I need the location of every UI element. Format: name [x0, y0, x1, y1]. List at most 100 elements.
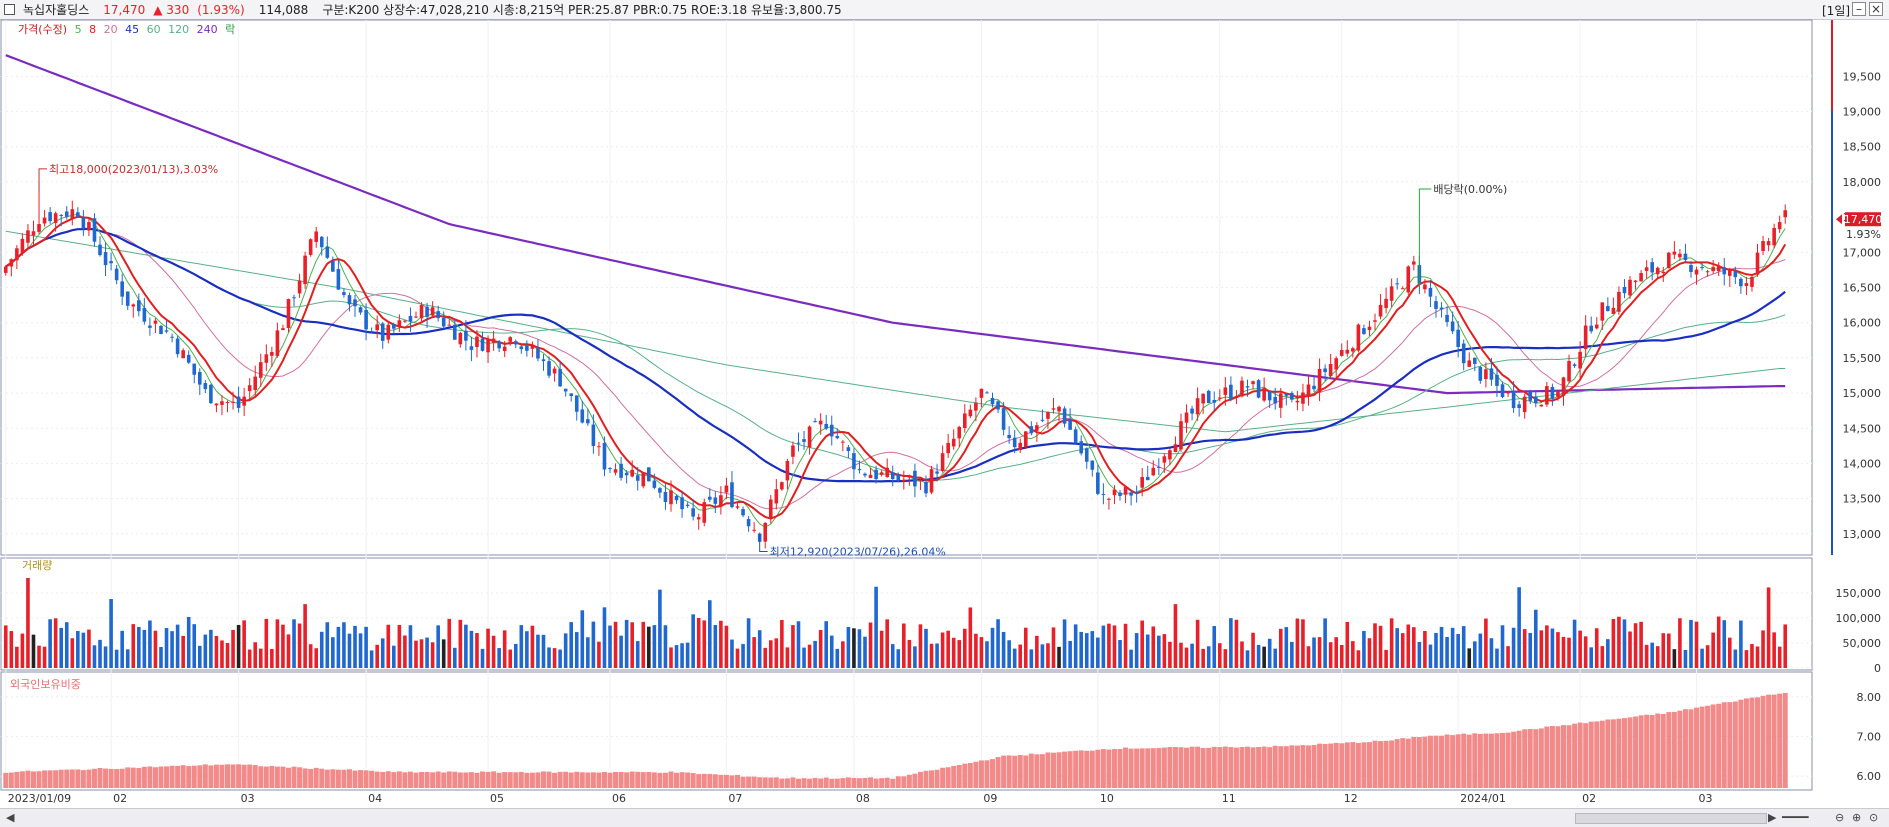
ma120-line	[5, 230, 1786, 433]
price-tick-label: 17,000	[1843, 246, 1882, 259]
foreign-ownership-bar	[391, 772, 397, 788]
volume-bar	[436, 625, 440, 668]
foreign-ownership-bar	[36, 771, 42, 788]
candle-body	[358, 307, 363, 313]
foreign-ownership-bar	[1339, 743, 1345, 788]
volume-bar	[780, 619, 784, 668]
scroll-left-icon[interactable]: ◀	[6, 811, 15, 824]
minimize-icon[interactable]: –	[1852, 2, 1866, 16]
foreign-ownership-bar	[552, 772, 558, 788]
candle-body	[635, 475, 640, 481]
volume-bar	[369, 650, 374, 668]
foreign-ownership-bar	[3, 772, 9, 788]
candle-body	[1301, 392, 1305, 404]
volume-bar	[1123, 623, 1128, 668]
scroll-bar[interactable]: ◀ ▶ ━━━━ ⊖ ⊕ ⊙	[0, 808, 1889, 827]
foreign-ownership-bar	[1655, 713, 1661, 788]
volume-bar	[397, 624, 402, 668]
volume-bar	[192, 624, 197, 668]
volume-bar	[64, 622, 69, 668]
candle-body	[380, 323, 385, 341]
foreign-ownership-bar	[685, 772, 691, 788]
volume-bar	[1750, 644, 1754, 668]
foreign-ownership-bar	[590, 772, 596, 788]
candle-body	[1439, 307, 1444, 310]
scroll-right-icon[interactable]: ▶	[1768, 811, 1777, 824]
volume-bar	[1722, 620, 1727, 668]
volume-bar	[502, 630, 507, 668]
candle-body	[863, 473, 867, 476]
zoom-reset-icon[interactable]: ⊙	[1869, 811, 1879, 824]
candle-body	[1312, 385, 1316, 390]
zoom-in-icon[interactable]: ⊕	[1852, 811, 1862, 824]
price-tick-label: 18,000	[1843, 176, 1882, 189]
foreign-ownership-bar	[646, 771, 652, 788]
candle-body	[541, 359, 546, 362]
candle-body	[1522, 396, 1527, 413]
scroll-thumb[interactable]	[1575, 813, 1767, 824]
candle-body	[707, 496, 712, 500]
foreign-ownership-bar	[856, 778, 862, 788]
candle-body	[1212, 399, 1217, 403]
volume-bar	[1777, 646, 1782, 668]
foreign-ownership-bar	[319, 768, 325, 788]
volume-bar	[1179, 642, 1183, 668]
foreign-ownership-bar	[324, 769, 330, 788]
candle-body	[824, 423, 829, 429]
foreign-ownership-bar	[108, 768, 114, 788]
volume-bar	[1744, 650, 1749, 668]
candle-body	[713, 497, 718, 504]
candle-body	[591, 424, 596, 447]
candle-body	[1201, 393, 1205, 404]
volume-bar	[1312, 637, 1316, 668]
foreign-ownership-bar	[1732, 701, 1738, 788]
foreign-ownership-bar	[1045, 752, 1051, 788]
foreign-ownership-bar	[1727, 702, 1733, 788]
volume-bar	[1317, 637, 1322, 668]
x-axis-label: 03	[1699, 792, 1713, 805]
foreign-ownership-bar	[252, 765, 258, 788]
foreign-ownership-bar	[485, 771, 491, 788]
candle-body	[1206, 390, 1211, 404]
volume-bar	[1107, 623, 1111, 668]
price-tick-label: 15,000	[1843, 387, 1882, 400]
foreign-ownership-bar	[1666, 712, 1672, 788]
foreign-ownership-bar	[546, 771, 552, 788]
candle-body	[813, 421, 817, 423]
volume-bar	[696, 617, 701, 668]
volume-bar	[1583, 636, 1588, 668]
volume-bar	[1284, 627, 1289, 668]
candle-body	[386, 324, 391, 340]
foreign-ownership-bar	[1206, 747, 1212, 788]
foreign-ownership-bar	[1139, 748, 1145, 788]
period-label[interactable]: [1일]	[1822, 4, 1851, 18]
foreign-ownership-bar	[1050, 752, 1056, 788]
foreign-ownership-bar	[1716, 703, 1722, 788]
foreign-ownership-bar	[1433, 735, 1439, 788]
candle-body	[1716, 266, 1721, 272]
zoom-out-icon[interactable]: ⊖	[1835, 811, 1845, 824]
zoom-slider[interactable]: ━━━━	[1782, 811, 1809, 824]
candle-body	[225, 401, 230, 403]
foreign-ownership-bar	[890, 778, 896, 788]
price-tick-label: 16,000	[1843, 317, 1882, 330]
close-icon[interactable]: ×	[1869, 2, 1883, 16]
foreign-ownership-bar	[1405, 738, 1411, 788]
volume-bar	[270, 649, 274, 668]
volume-bar	[347, 633, 352, 668]
volume-bar	[120, 630, 124, 668]
volume-bar	[1112, 625, 1117, 668]
candle-body	[1517, 404, 1521, 408]
legend-ex: 락	[225, 23, 236, 36]
candle-body	[441, 317, 446, 327]
foreign-ownership-bar	[1400, 738, 1406, 788]
foreign-ownership-bar	[1771, 694, 1777, 788]
settings-box-icon[interactable]	[4, 4, 15, 15]
candle-body	[1229, 384, 1233, 399]
price-tick-label: 18,500	[1843, 141, 1882, 154]
foreign-ownership-bar	[1211, 746, 1217, 788]
volume-bar	[763, 647, 768, 668]
volume-bar	[1223, 649, 1228, 668]
volume-bar	[364, 626, 368, 668]
